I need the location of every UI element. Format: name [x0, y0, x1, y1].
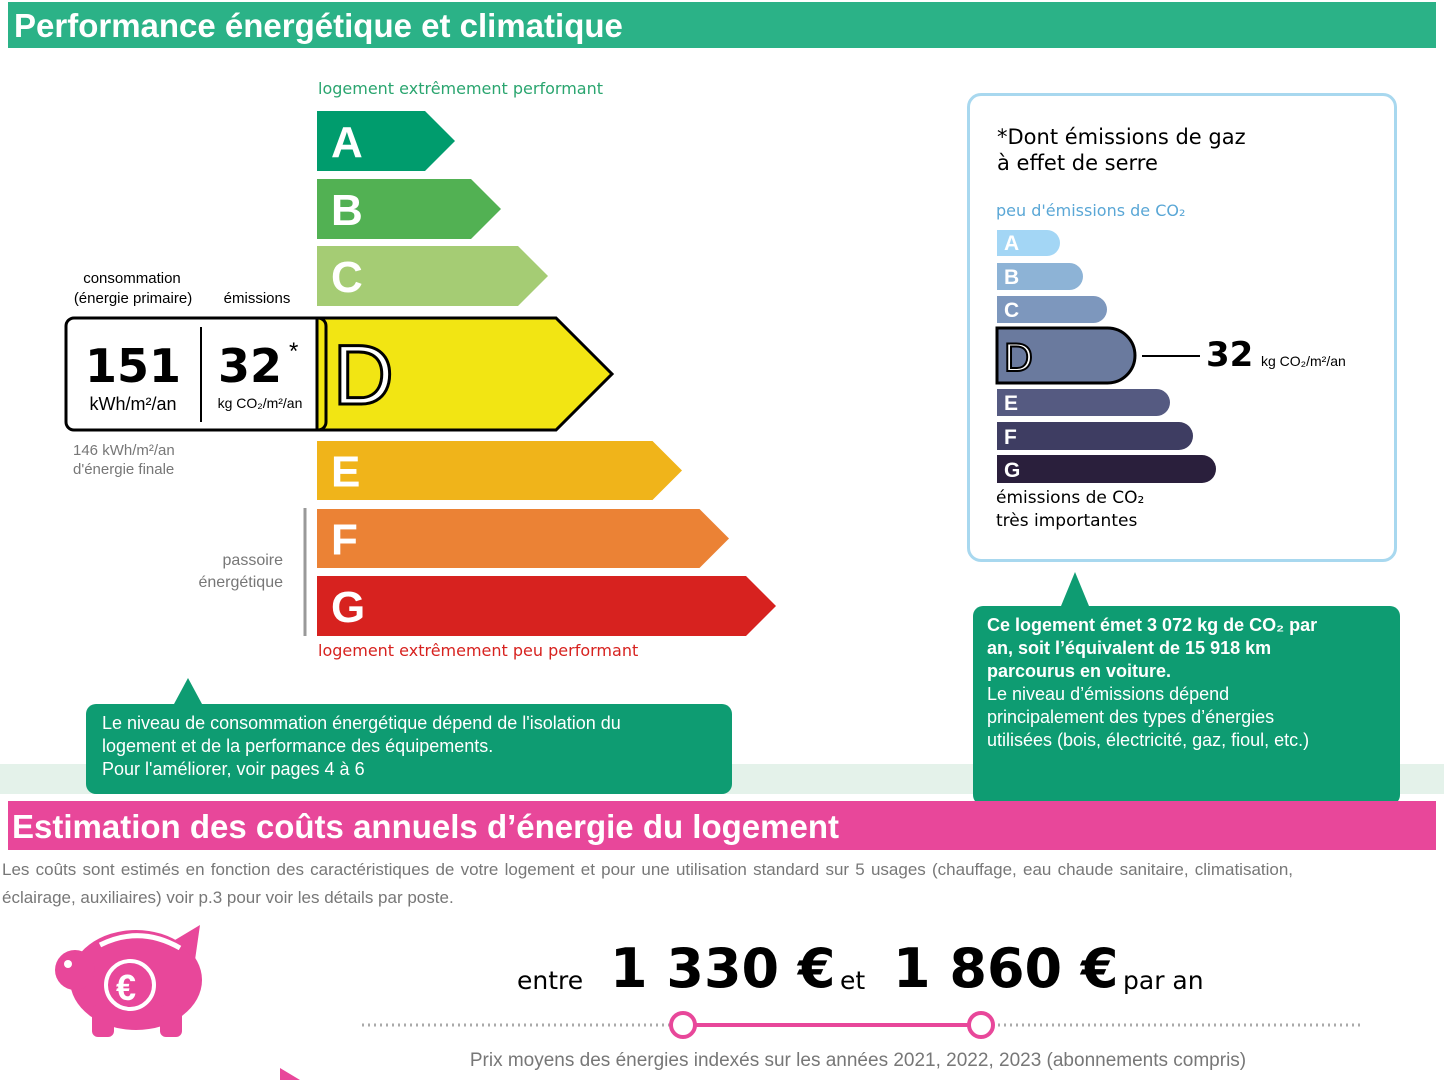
- cost-low: 1 330 €: [610, 937, 836, 1000]
- note: Le niveau de consommation énergétique dé…: [86, 704, 732, 794]
- range-end: [669, 1011, 697, 1039]
- piggy: [98, 933, 182, 951]
- ghg-class-letter: G: [1004, 459, 1020, 482]
- ghg-title: à effet de serre: [997, 151, 1158, 175]
- energy-class-letter: A: [331, 118, 363, 167]
- ghg-bottom-label: très importantes: [996, 511, 1138, 531]
- piggy: [55, 950, 95, 990]
- piggy: [104, 959, 156, 1011]
- energy-class-arrow: [317, 441, 682, 500]
- cost-text: et: [840, 966, 866, 995]
- pointer: [174, 678, 202, 704]
- ghg-value: 32: [1206, 335, 1254, 375]
- description: éclairage, auxiliaires) voir p.3 pour vo…: [2, 888, 454, 907]
- consumption-unit: kWh/m²/an: [89, 394, 177, 414]
- piggy: [175, 925, 200, 960]
- energy-class-letter: F: [331, 516, 358, 565]
- ghg-class-letter: A: [1004, 232, 1019, 255]
- cost-text: par an: [1123, 966, 1204, 995]
- scale-top-label: logement extrêmement performant: [318, 79, 603, 98]
- asterisk: *: [289, 338, 299, 365]
- ghg-class-letter: C: [1004, 299, 1019, 322]
- section-title: Estimation des coûts annuels d’énergie d…: [12, 808, 839, 845]
- note-line: Pour l'améliorer, voir pages 4 à 6: [102, 759, 365, 779]
- ghg-class-bar: [997, 455, 1216, 483]
- ghg-unit: kg CO₂/m²/an: [1261, 353, 1346, 369]
- footnote: Prix moyens des énergies indexés sur les…: [469, 1050, 1247, 1071]
- energy-class-letter: C: [331, 253, 363, 302]
- cost-text: entre: [517, 966, 584, 995]
- energy-class-letter: D: [333, 328, 394, 422]
- value-box: [64, 316, 328, 432]
- label: émissions: [223, 290, 291, 307]
- description: Les coûts sont estimés en fonction des c…: [2, 860, 1294, 879]
- ghg-class-bar: [997, 389, 1170, 416]
- energy-class-arrow: [317, 246, 548, 306]
- note-line: Ce logement émet 3 072 kg de CO₂ par: [987, 615, 1318, 635]
- final-energy: 146 kWh/m²/an: [73, 442, 175, 459]
- energy-class-arrow: [317, 111, 455, 171]
- note-line: parcourus en voiture.: [987, 661, 1172, 681]
- final-energy: d'énergie finale: [73, 461, 175, 478]
- ghg-class-bar: [997, 422, 1193, 450]
- piggy: [64, 960, 72, 968]
- ghg-class-bar: [997, 230, 1060, 256]
- pointer: [1061, 572, 1089, 606]
- energy-class-arrow: [315, 316, 615, 432]
- passoire: énergétique: [198, 574, 283, 591]
- scale-bottom-label: logement extrêmement peu performant: [318, 641, 639, 660]
- emissions-value: 32: [218, 339, 283, 393]
- note: Ce logement émet 3 072 kg de CO₂ par an,…: [973, 606, 1400, 805]
- ghg-class-letter: E: [1004, 392, 1018, 415]
- note-line: principalement des types d’énergies: [987, 707, 1275, 727]
- label: consommation: [83, 270, 181, 287]
- arrow: [280, 1068, 300, 1080]
- energy-class-arrow: [317, 179, 501, 239]
- energy-class-letter: E: [331, 448, 360, 497]
- note-line: utilisées (bois, électricité, gaz, fioul…: [987, 730, 1310, 750]
- energy-class-arrow: [317, 509, 729, 568]
- piggy: €: [116, 967, 136, 1008]
- ghg-title: *Dont émissions de gaz: [997, 125, 1246, 149]
- note-line: an, soit l’équivalent de 15 918 km: [987, 638, 1272, 658]
- ghg-class-bar: [995, 326, 1137, 385]
- ghg-class-letter: D: [1004, 336, 1033, 380]
- energy-class-letter: G: [331, 583, 365, 632]
- ghg-class-bar: [997, 296, 1107, 323]
- note-line: Le niveau d’émissions dépend: [987, 684, 1230, 704]
- ghg-box: [967, 93, 1397, 562]
- energy-class-letter: B: [331, 186, 363, 235]
- energy-class-arrow: [317, 576, 776, 636]
- piggy: [92, 1005, 114, 1037]
- section-title: Performance énergétique et climatique: [14, 7, 623, 44]
- note-line: logement et de la performance des équipe…: [102, 736, 494, 756]
- ghg-top-label: peu d'émissions de CO₂: [996, 201, 1186, 220]
- ghg-class-bar: [997, 263, 1083, 290]
- header-bar: [8, 801, 1436, 850]
- passoire: passoire: [222, 552, 283, 569]
- emissions-unit: kg CO₂/m²/an: [217, 395, 303, 411]
- cost-high: 1 860 €: [893, 937, 1119, 1000]
- range-end: [967, 1011, 995, 1039]
- ghg-class-letter: F: [1004, 426, 1017, 449]
- piggy: [160, 1005, 182, 1037]
- header-bar: [8, 2, 1436, 48]
- ghg-bottom-label: émissions de CO₂: [996, 488, 1145, 508]
- consumption-value: 151: [84, 339, 182, 393]
- note-line: Le niveau de consommation énergétique dé…: [102, 713, 621, 733]
- ghg-class-letter: B: [1004, 266, 1019, 289]
- label: (énergie primaire): [73, 290, 193, 307]
